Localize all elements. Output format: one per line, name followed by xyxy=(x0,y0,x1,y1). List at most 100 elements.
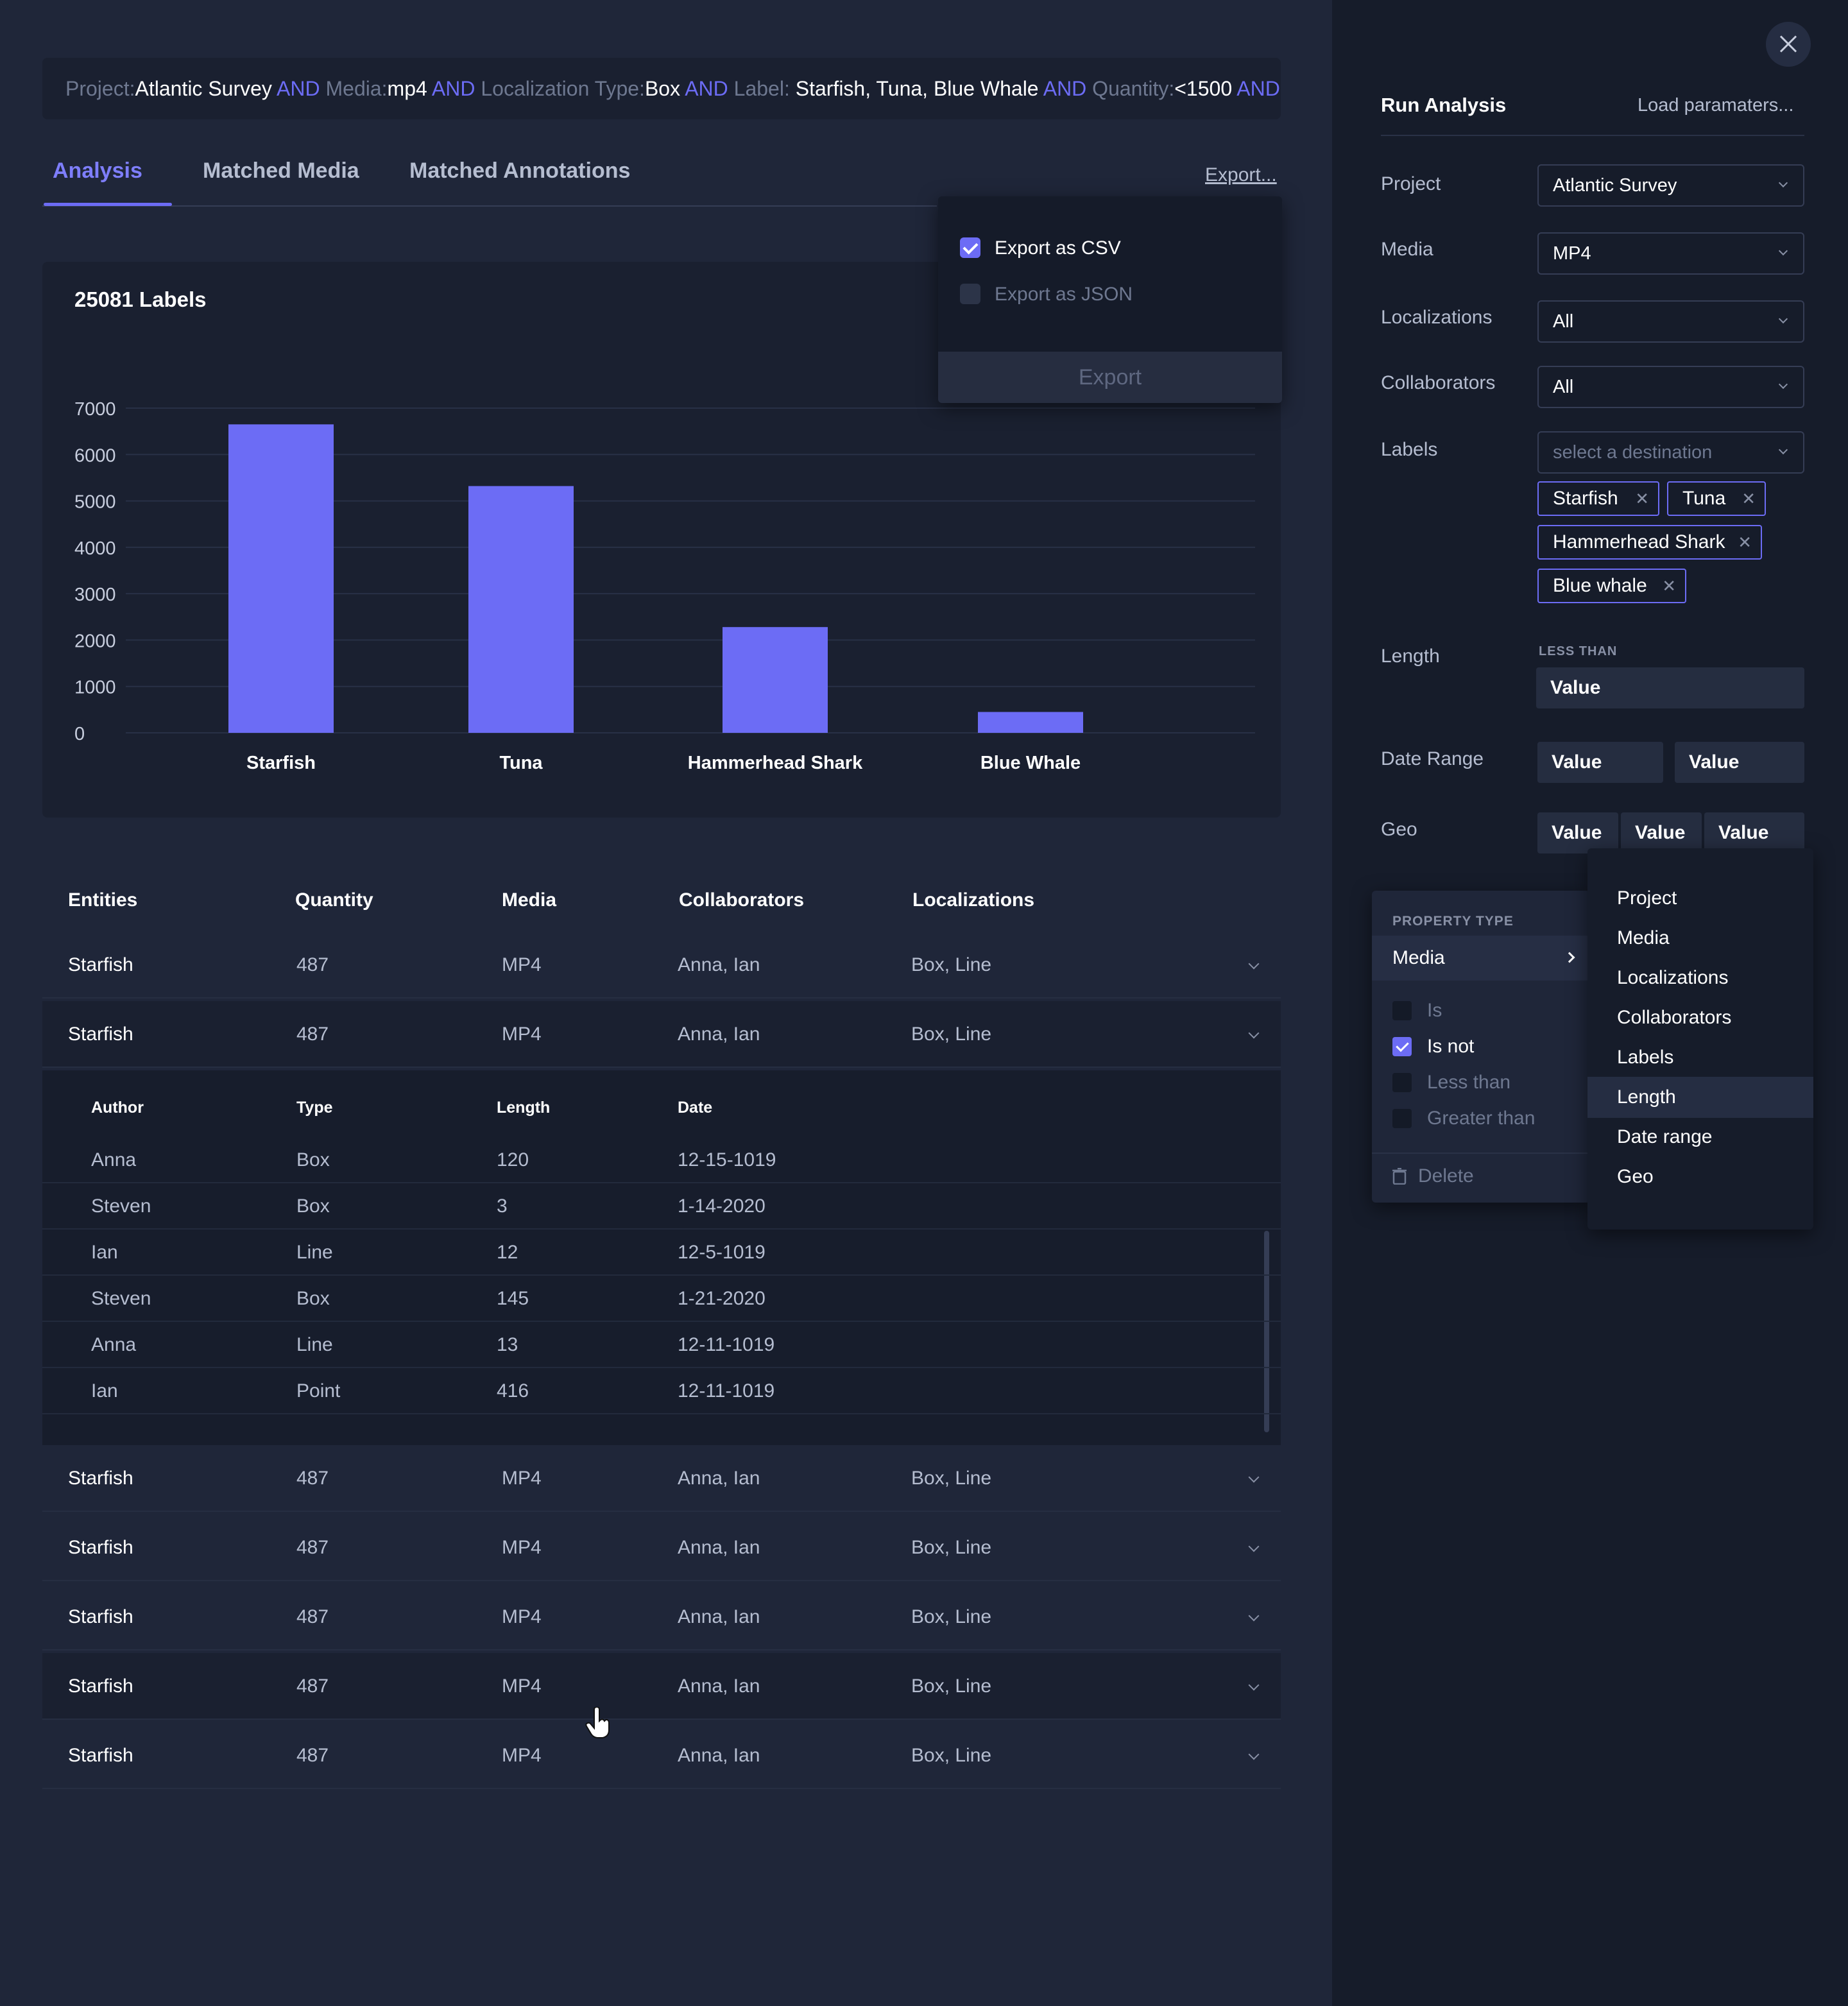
chevron-down-icon[interactable] xyxy=(1248,1471,1260,1483)
localizations-select[interactable]: All xyxy=(1537,300,1804,343)
table-row[interactable]: Starfish 487 MP4 Anna, Ian Box, Line xyxy=(42,1584,1281,1650)
table-row[interactable]: Starfish 487 MP4 Anna, Ian Box, Line xyxy=(42,1722,1281,1789)
table-cell: MP4 xyxy=(502,954,542,975)
sub-table-cell: Anna xyxy=(91,1334,137,1355)
chevron-down-icon[interactable] xyxy=(1248,1679,1260,1691)
query-bar[interactable]: Project:Atlantic Survey AND Media:mp4 AN… xyxy=(42,58,1281,119)
table-row[interactable]: Starfish 487 MP4 Anna, Ian Box, Line xyxy=(42,1514,1281,1581)
export-popover: Export as CSV Export as JSON Export xyxy=(938,196,1282,403)
geo-radius-input[interactable]: Value xyxy=(1704,812,1804,853)
length-value-input[interactable]: Value xyxy=(1536,667,1804,708)
y-tick-label: 0 xyxy=(74,724,85,744)
delete-label: Delete xyxy=(1418,1165,1474,1187)
project-select[interactable]: Atlantic Survey xyxy=(1537,164,1804,207)
label-chip-text: Hammerhead Shark xyxy=(1553,531,1725,553)
collaborators-select[interactable]: All xyxy=(1537,366,1804,408)
chevron-down-icon[interactable] xyxy=(1248,1027,1260,1039)
property-list-item[interactable]: Media xyxy=(1617,927,1670,948)
export-link[interactable]: Export... xyxy=(1205,164,1277,185)
chevron-down-icon[interactable] xyxy=(1248,958,1260,970)
sub-table-row[interactable]: Steven Box 145 1-21-2020 xyxy=(42,1276,1281,1322)
media-select[interactable]: MP4 xyxy=(1537,232,1804,275)
label-chip[interactable]: Hammerhead Shark ✕ xyxy=(1537,525,1762,560)
sub-table-row[interactable]: Anna Line 13 12-11-1019 xyxy=(42,1322,1281,1368)
tab-matched-media[interactable]: Matched Media xyxy=(203,159,359,183)
label-chip[interactable]: Tuna ✕ xyxy=(1667,481,1766,516)
property-list-item[interactable]: Geo xyxy=(1617,1166,1654,1187)
property-list-item[interactable]: Project xyxy=(1617,887,1677,909)
geo-lat-input[interactable]: Value xyxy=(1537,812,1618,853)
table-row[interactable]: Starfish 487 MP4 Anna, Ian Box, Line xyxy=(42,932,1281,999)
table-cell: Starfish xyxy=(68,1024,133,1045)
property-type-popover: PROPERTY TYPE Media Is Is not Less than … xyxy=(1372,891,1590,1203)
export-csv-checkbox[interactable] xyxy=(960,237,980,258)
sub-table-cell: 12-11-1019 xyxy=(678,1380,775,1402)
property-list-item[interactable]: Length xyxy=(1587,1077,1813,1118)
property-list-item[interactable]: Date range xyxy=(1617,1126,1713,1147)
media-label: Media xyxy=(1381,239,1433,260)
column-header[interactable]: Localizations xyxy=(912,889,1035,911)
bar-hammerhead-shark[interactable] xyxy=(723,627,828,733)
sub-table-row[interactable]: Ian Point 416 12-11-1019 xyxy=(42,1368,1281,1414)
divider xyxy=(1372,1153,1590,1154)
date-start-input[interactable]: Value xyxy=(1537,742,1663,783)
export-button[interactable]: Export xyxy=(938,352,1282,403)
is-not-checkbox[interactable] xyxy=(1392,1037,1412,1056)
sub-table-row[interactable]: Anna Box 120 12-15-1019 xyxy=(42,1137,1281,1183)
localizations-select-value: All xyxy=(1553,311,1574,332)
column-header[interactable]: Media xyxy=(502,889,557,911)
expanded-row-details: Author Type Length Date Anna Box 120 12-15-1019… xyxy=(42,1070,1281,1445)
property-list-item[interactable]: Localizations xyxy=(1617,967,1729,988)
chevron-down-icon[interactable] xyxy=(1248,1541,1260,1552)
table-cell: Anna, Ian xyxy=(678,1537,760,1558)
table-row[interactable]: Starfish 487 MP4 Anna, Ian Box, Line xyxy=(42,1445,1281,1512)
query-operator: AND xyxy=(1038,77,1093,100)
localizations-label: Localizations xyxy=(1381,307,1493,328)
date-end-input[interactable]: Value xyxy=(1675,742,1804,783)
table-cell: Box, Line xyxy=(911,1745,992,1766)
property-list-item[interactable]: Collaborators xyxy=(1617,1007,1732,1028)
table-cell: Starfish xyxy=(68,1676,133,1697)
less-than-checkbox[interactable] xyxy=(1392,1073,1412,1092)
label-chip[interactable]: Blue whale ✕ xyxy=(1537,569,1686,603)
sub-table-row[interactable]: Ian Line 12 12-5-1019 xyxy=(42,1230,1281,1276)
scrollbar[interactable] xyxy=(1264,1231,1269,1432)
bar-tuna[interactable] xyxy=(468,486,574,733)
bar-starfish[interactable] xyxy=(228,424,334,733)
export-json-checkbox[interactable] xyxy=(960,284,980,304)
geo-label: Geo xyxy=(1381,819,1417,840)
export-json-label: Export as JSON xyxy=(995,284,1133,305)
x-tick-label: Starfish xyxy=(246,753,316,773)
project-select-value: Atlantic Survey xyxy=(1553,175,1677,196)
property-type-select[interactable]: Media xyxy=(1372,936,1590,981)
is-checkbox[interactable] xyxy=(1392,1001,1412,1020)
chevron-down-icon[interactable] xyxy=(1248,1749,1260,1760)
load-parameters-link[interactable]: Load paramaters... xyxy=(1638,95,1794,116)
close-icon[interactable] xyxy=(1766,22,1811,67)
property-type-value: Media xyxy=(1392,947,1445,968)
close-icon[interactable]: ✕ xyxy=(1741,489,1756,508)
tab-matched-annotations[interactable]: Matched Annotations xyxy=(409,159,631,183)
label-chip[interactable]: Starfish ✕ xyxy=(1537,481,1659,516)
chevron-down-icon[interactable] xyxy=(1248,1610,1260,1622)
project-label: Project xyxy=(1381,173,1441,194)
column-header[interactable]: Entities xyxy=(68,889,138,911)
table-row[interactable]: Starfish 487 MP4 Anna, Ian Box, Line xyxy=(42,1653,1281,1720)
greater-than-checkbox[interactable] xyxy=(1392,1109,1412,1128)
close-icon[interactable]: ✕ xyxy=(1635,489,1649,508)
greater-than-option-label: Greater than xyxy=(1427,1108,1536,1129)
column-header[interactable]: Quantity xyxy=(295,889,373,911)
labels-select[interactable]: select a destination xyxy=(1537,431,1804,474)
table-row[interactable]: Starfish 487 MP4 Anna, Ian Box, Line xyxy=(42,1001,1281,1068)
close-icon[interactable]: ✕ xyxy=(1738,533,1752,552)
tab-bar: Analysis Matched Media Matched Annotatio… xyxy=(42,154,941,207)
sub-column-header: Length xyxy=(497,1099,551,1117)
sub-table-row[interactable]: Steven Box 3 1-14-2020 xyxy=(42,1183,1281,1230)
tab-analysis[interactable]: Analysis xyxy=(53,159,142,183)
bar-blue-whale[interactable] xyxy=(978,712,1083,733)
close-icon[interactable]: ✕ xyxy=(1662,576,1676,596)
query-value: mp4 xyxy=(387,77,427,100)
column-header[interactable]: Collaborators xyxy=(679,889,805,911)
property-list-item[interactable]: Labels xyxy=(1617,1047,1674,1068)
geo-lon-input[interactable]: Value xyxy=(1621,812,1702,853)
